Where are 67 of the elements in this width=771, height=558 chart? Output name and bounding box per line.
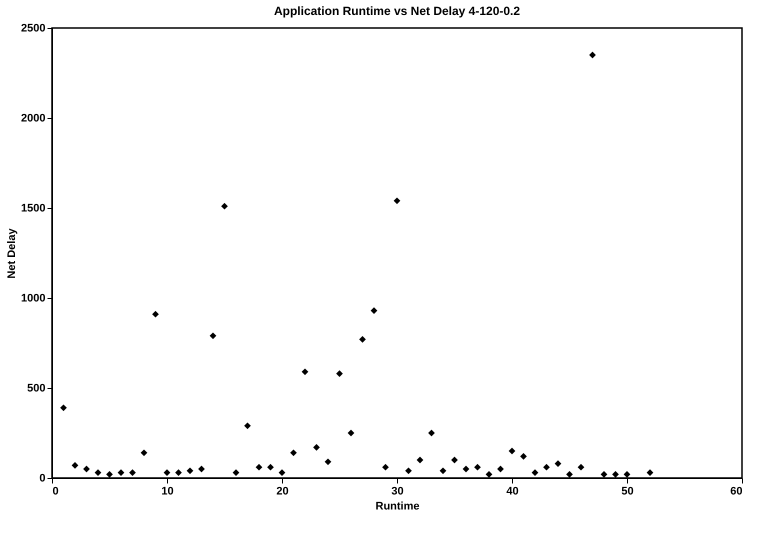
- y-axis-title: Net Delay: [6, 228, 18, 279]
- y-tick-label: 1500: [21, 202, 46, 214]
- point: [394, 197, 400, 204]
- point: [474, 464, 481, 471]
- point: [221, 202, 228, 210]
- point: [600, 471, 608, 478]
- point: [94, 469, 102, 476]
- point: [612, 471, 619, 478]
- point: [440, 467, 446, 474]
- point: [278, 469, 286, 476]
- point: [382, 464, 389, 471]
- y-tick-label: 500: [27, 382, 46, 394]
- point: [624, 471, 630, 478]
- point: [589, 52, 596, 58]
- point: [508, 448, 516, 454]
- point: [313, 444, 320, 451]
- chart-title: Application Runtime vs Net Delay 4-120-0.2: [274, 4, 520, 18]
- point: [175, 469, 182, 476]
- y-tick-label: 0: [39, 472, 46, 484]
- x-tick-label: 30: [391, 486, 404, 498]
- point: [324, 458, 332, 466]
- point: [554, 460, 562, 467]
- point: [198, 466, 205, 472]
- point: [543, 464, 550, 471]
- y-tick-label: 2000: [21, 112, 46, 124]
- x-tick-label: 20: [276, 486, 289, 498]
- x-tick-label: 40: [506, 486, 519, 498]
- point: [186, 467, 194, 474]
- point: [302, 368, 308, 376]
- point: [370, 307, 378, 314]
- point: [129, 469, 136, 476]
- point: [428, 430, 435, 436]
- point: [256, 464, 262, 471]
- x-tick-label: 10: [161, 486, 174, 498]
- y-tick-label: 2500: [21, 22, 46, 34]
- point: [578, 464, 584, 471]
- point: [232, 469, 240, 476]
- point: [140, 449, 148, 456]
- point: [451, 456, 458, 464]
- point: [566, 471, 573, 478]
- point: [83, 466, 90, 472]
- point: [486, 471, 492, 478]
- y-tick-label: 1000: [21, 292, 46, 304]
- point: [267, 464, 274, 471]
- x-axis-title: Runtime: [376, 500, 420, 512]
- point: [348, 430, 354, 436]
- point: [359, 336, 366, 343]
- x-tick-label: 0: [52, 486, 59, 498]
- point: [520, 453, 527, 460]
- point: [532, 469, 538, 476]
- x-tick-label: 60: [730, 486, 742, 498]
- point: [416, 456, 424, 464]
- point: [336, 370, 343, 377]
- point: [106, 471, 113, 478]
- point: [210, 332, 216, 340]
- point: [290, 449, 297, 456]
- point: [72, 462, 78, 469]
- point: [164, 469, 170, 476]
- point: [118, 469, 124, 476]
- point: [244, 422, 251, 430]
- point: [646, 469, 654, 476]
- point: [497, 466, 504, 472]
- point: [60, 404, 67, 412]
- x-tick-label: 50: [621, 486, 634, 498]
- point: [462, 466, 470, 472]
- point: [152, 310, 159, 318]
- point: [405, 467, 412, 474]
